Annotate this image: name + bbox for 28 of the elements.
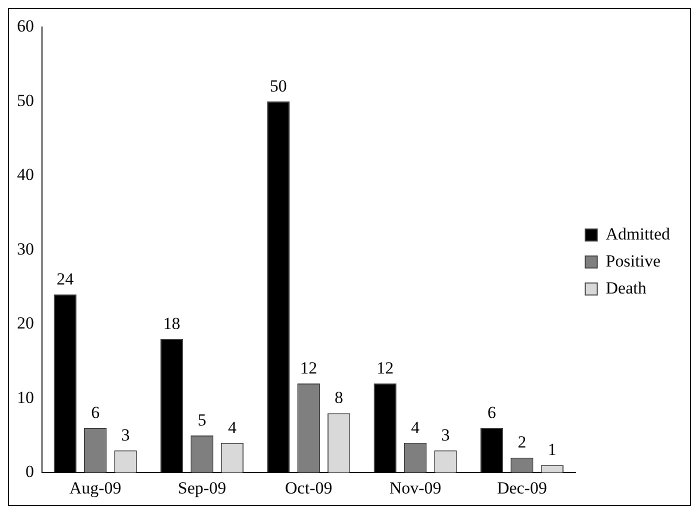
- data-label: 1: [548, 440, 556, 460]
- data-label: 3: [121, 425, 130, 444]
- data-label: 18: [163, 314, 180, 333]
- y-tick-label: 40: [17, 165, 34, 184]
- data-label: 3: [441, 425, 450, 444]
- data-label: 5: [198, 410, 206, 430]
- x-tick-label: Nov-09: [389, 478, 442, 498]
- data-label: 6: [91, 403, 100, 422]
- data-label: 8: [334, 388, 344, 408]
- x-tick-label: Oct-09: [285, 478, 332, 498]
- data-label: 50: [270, 76, 287, 96]
- y-tick-label: 50: [17, 90, 34, 110]
- data-label: 24: [56, 269, 74, 288]
- data-label: 4: [411, 418, 420, 437]
- data-label: 12: [376, 358, 394, 378]
- data-label: 12: [300, 358, 318, 378]
- data-label: 4: [228, 418, 237, 437]
- legend-label: Positive: [606, 251, 661, 270]
- legend-label: Admitted: [606, 224, 670, 244]
- x-tick-label: Dec-09: [496, 478, 547, 498]
- y-tick-label: 20: [17, 314, 34, 333]
- y-tick-label: 30: [17, 239, 34, 258]
- x-tick-label: Aug-09: [69, 478, 122, 498]
- y-tick-label: 10: [17, 388, 34, 407]
- y-tick-label: 0: [26, 462, 34, 482]
- legend-label: Death: [606, 278, 647, 298]
- x-tick-label: Sep-09: [178, 478, 226, 498]
- y-tick-label: 60: [17, 16, 34, 36]
